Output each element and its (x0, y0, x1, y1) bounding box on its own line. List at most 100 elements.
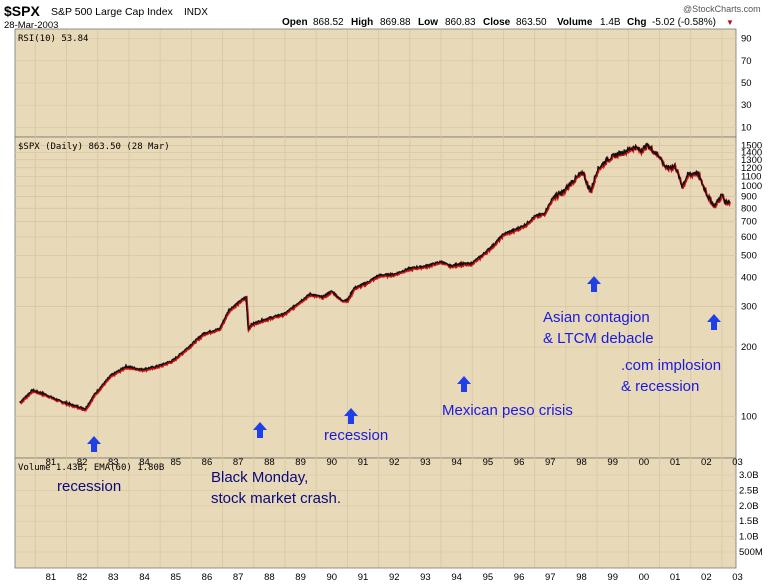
price-tick-label: 1200 (741, 163, 762, 174)
rsi-label: RSI(10) 53.84 (18, 34, 88, 44)
volume-tick-label: 1.0B (739, 532, 759, 543)
x-tick-label: 02 (701, 457, 712, 468)
price-tick-label: 300 (741, 301, 757, 312)
x-tick-label: 94 (451, 457, 462, 468)
x-tick-label-bottom: 88 (264, 572, 275, 583)
x-tick-label: 97 (545, 457, 556, 468)
x-tick-label: 00 (639, 457, 650, 468)
arrow-black-monday-icon (253, 422, 267, 438)
x-tick-label: 96 (514, 457, 525, 468)
x-tick-label-bottom: 90 (327, 572, 338, 583)
x-tick-label-bottom: 83 (108, 572, 119, 583)
price-tick-label: 900 (741, 192, 757, 203)
annotation-com-implosion-line2: & recession (621, 378, 699, 395)
x-tick-label-bottom: 85 (170, 572, 181, 583)
x-tick-label: 84 (139, 457, 150, 468)
x-tick-label-bottom: 00 (639, 572, 650, 583)
open-value: 868.52 (313, 17, 344, 28)
price-tick-label: 400 (741, 273, 757, 284)
volume-tick-label: 2.0B (739, 501, 759, 512)
price-tick-label: 600 (741, 232, 757, 243)
x-tick-label: 86 (202, 457, 213, 468)
x-tick-label-bottom: 97 (545, 572, 556, 583)
arrow-recession-82-icon (87, 436, 101, 452)
x-tick-label-bottom: 89 (295, 572, 306, 583)
exchange: INDX (184, 7, 208, 18)
price-tick-label: 1300 (741, 155, 762, 166)
x-tick-label-bottom: 95 (483, 572, 494, 583)
price-tick-label: 700 (741, 217, 757, 228)
volume-axis: 3.0B 2.5B 2.0B 1.5B 1.0B 500M (739, 470, 763, 558)
x-tick-label: 98 (576, 457, 587, 468)
rsi-tick-label: 30 (741, 100, 752, 111)
volume-tick-label: 2.5B (739, 485, 759, 496)
x-tick-label: 82 (77, 457, 88, 468)
arrow-mexican-peso-icon (457, 376, 471, 392)
rsi-tick-label: 90 (741, 34, 752, 45)
x-tick-label-bottom: 03 (732, 572, 743, 583)
brand-watermark: @StockCharts.com (683, 4, 761, 14)
high-label: High (351, 17, 373, 28)
annotation-asian-contagion-line2: & LTCM debacle (543, 330, 654, 347)
x-tick-label-bottom: 86 (202, 572, 213, 583)
price-tick-label: 800 (741, 203, 757, 214)
price-tick-label: 1000 (741, 181, 762, 192)
volume-value: 1.4B (600, 17, 621, 28)
high-value: 869.88 (380, 17, 411, 28)
x-tick-label-bottom: 01 (670, 572, 681, 583)
chart-header: $SPX S&P 500 Large Cap Index INDX 28-Mar… (4, 3, 761, 31)
x-tick-label: 99 (607, 457, 618, 468)
x-tick-label: 87 (233, 457, 244, 468)
arrow-asian-contagion-icon (587, 276, 601, 292)
annotation-black-monday-line2: stock market crash. (211, 490, 341, 507)
close-label: Close (483, 17, 511, 28)
symbol: $SPX (4, 3, 40, 19)
price-tick-label: 1100 (741, 171, 761, 182)
x-tick-label: 91 (358, 457, 369, 468)
x-tick-label-bottom: 81 (46, 572, 57, 583)
x-tick-label-bottom: 84 (139, 572, 150, 583)
x-tick-label-bottom: 96 (514, 572, 525, 583)
price-panel (14, 136, 737, 459)
annotations: recession Black Monday, stock market cra… (57, 309, 721, 507)
price-label: $SPX (Daily) 863.50 (28 Mar) (18, 142, 170, 152)
rsi-tick-label: 10 (741, 122, 752, 133)
x-tick-label-bottom: 92 (389, 572, 400, 583)
x-axis: 81 81 82 82 83 83 84 84 85 85 86 86 87 87 88 88 89 89 90 90… (46, 457, 743, 583)
annotation-mexican-peso: Mexican peso crisis (442, 402, 573, 419)
x-tick-label-bottom: 98 (576, 572, 587, 583)
annotation-recession-82: recession (57, 478, 121, 495)
price-tick-label: 100 (741, 411, 757, 422)
annotation-com-implosion-line1: .com implosion (621, 357, 721, 374)
volume-panel (14, 457, 737, 569)
chg-down-icon: ▼ (726, 18, 734, 27)
x-tick-label: 89 (295, 457, 306, 468)
x-tick-label: 83 (108, 457, 119, 468)
annotation-recession-90: recession (324, 427, 388, 444)
x-tick-label-bottom: 94 (451, 572, 462, 583)
price-tick-label: 500 (741, 250, 757, 261)
low-label: Low (418, 17, 438, 28)
price-series (19, 142, 732, 412)
x-tick-label: 92 (389, 457, 400, 468)
price-axis: 1002003004005006007008009001000110012001… (741, 140, 762, 422)
x-tick-label-bottom: 99 (607, 572, 618, 583)
x-tick-label: 81 (46, 457, 57, 468)
volume-tick-label: 500M (739, 547, 763, 558)
volume-tick-label: 3.0B (739, 470, 759, 481)
x-tick-label: 95 (483, 457, 494, 468)
volume-label: Volume (557, 17, 593, 28)
x-tick-label-bottom: 87 (233, 572, 244, 583)
x-tick-label: 85 (170, 457, 181, 468)
x-tick-label: 88 (264, 457, 275, 468)
annotation-arrows (87, 276, 721, 452)
x-tick-label: 93 (420, 457, 431, 468)
open-label: Open (282, 17, 308, 28)
low-value: 860.83 (445, 17, 476, 28)
x-tick-label-bottom: 93 (420, 572, 431, 583)
volume-panel-label: Volume 1.43B, EMA(60) 1.80B (18, 463, 164, 473)
x-tick-label: 03 (732, 457, 743, 468)
index-name: S&P 500 Large Cap Index (51, 6, 174, 18)
chg-label: Chg (627, 17, 646, 28)
chg-value: -5.02 (-0.58%) (652, 17, 716, 28)
